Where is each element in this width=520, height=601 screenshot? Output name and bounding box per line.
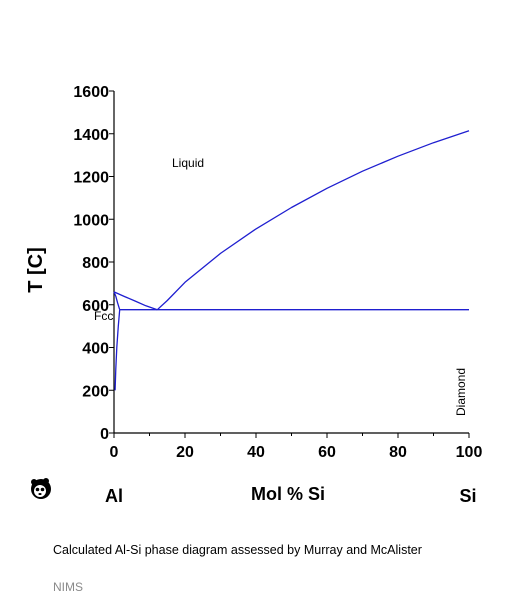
panda-logo-icon	[31, 478, 51, 499]
phase-boundary-line-3	[113, 291, 121, 310]
region-label-liquid: Liquid	[172, 156, 204, 170]
y-tick-label: 600	[82, 298, 109, 315]
y-tick-label: 1600	[73, 84, 109, 101]
x-tick-label: 40	[247, 444, 265, 461]
source-label: NIMS	[53, 580, 83, 594]
x-tick-label: 0	[110, 444, 119, 461]
region-label-fcc: Fcc	[94, 309, 113, 323]
x-tick-label: 20	[176, 444, 194, 461]
region-label-diamond: Diamond	[454, 368, 468, 416]
y-axis-title: T [C]	[25, 247, 47, 293]
plot-area: 0 200 400 600 800 1000 1200 1400 1600 0 20 40 60 80 1…	[73, 84, 482, 461]
y-tick-label: 1200	[73, 170, 109, 187]
phase-boundary-line-4	[114, 309, 121, 391]
x-tick-label: 80	[389, 444, 407, 461]
right-endpoint-label: Si	[459, 486, 476, 506]
y-tick-label: 0	[100, 426, 109, 443]
y-tick-label: 1400	[73, 127, 109, 144]
y-tick-label: 800	[82, 255, 109, 272]
x-tick-label: 60	[318, 444, 336, 461]
y-tick-label: 400	[82, 341, 109, 358]
x-tick-label: 100	[456, 444, 483, 461]
y-tick-label: 1000	[73, 212, 109, 229]
y-tick-label: 200	[82, 383, 109, 400]
y-ticks: 0 200 400 600 800 1000 1200 1400 1600	[73, 84, 114, 443]
left-endpoint-label: Al	[105, 486, 123, 506]
figure-caption: Calculated Al-Si phase diagram assessed …	[53, 543, 422, 557]
x-axis-title: Mol % Si	[251, 484, 325, 504]
phase-boundary-line-1	[113, 291, 158, 311]
phase-boundary-line-2	[156, 130, 470, 311]
phase-boundaries	[113, 130, 470, 391]
x-ticks: 0 20 40 60 80 100	[110, 433, 483, 461]
